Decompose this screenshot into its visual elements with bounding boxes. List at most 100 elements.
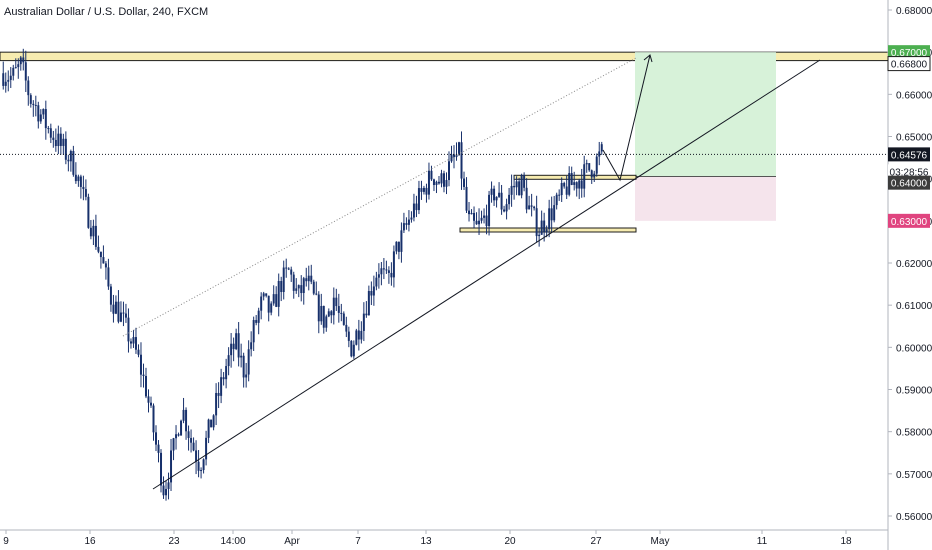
candle-body bbox=[463, 178, 466, 187]
candle-body bbox=[382, 268, 385, 270]
candle-body bbox=[372, 286, 375, 296]
candle-body bbox=[300, 285, 303, 294]
candle-body bbox=[62, 138, 65, 146]
candle-body bbox=[44, 109, 47, 129]
candle-body bbox=[102, 257, 105, 264]
candle-body bbox=[533, 206, 536, 209]
candle-body bbox=[367, 291, 370, 316]
stop-price-badge: 0.63000 bbox=[891, 217, 928, 228]
x-tick-label: 20 bbox=[504, 536, 516, 547]
candle-body bbox=[190, 437, 193, 443]
y-tick-label: 0.60000 bbox=[896, 343, 932, 354]
candle-body bbox=[480, 217, 483, 221]
candle-body bbox=[200, 470, 203, 472]
candle-body bbox=[152, 405, 155, 433]
candle-body bbox=[478, 220, 481, 225]
candle-body bbox=[442, 173, 445, 187]
candle-body bbox=[222, 377, 225, 380]
candle-body bbox=[585, 163, 588, 165]
y-tick-label: 0.68000 bbox=[896, 6, 932, 17]
candle-body bbox=[122, 312, 125, 314]
candle-body bbox=[573, 182, 576, 185]
candle-body bbox=[543, 220, 546, 233]
candle-body bbox=[72, 151, 75, 175]
candle-body bbox=[415, 203, 418, 211]
candle-body bbox=[405, 223, 408, 225]
projection-arrow bbox=[602, 54, 651, 182]
candle-body bbox=[593, 173, 596, 178]
candle-body bbox=[97, 246, 100, 252]
candle-body bbox=[114, 301, 117, 314]
y-tick-label: 0.62000 bbox=[896, 259, 932, 270]
candle-body bbox=[575, 182, 578, 189]
candle-body bbox=[245, 374, 248, 378]
arrow-head bbox=[643, 54, 653, 63]
candle-body bbox=[490, 188, 493, 195]
candle-body bbox=[27, 80, 30, 96]
candle-body bbox=[422, 187, 425, 192]
candle-body bbox=[352, 344, 355, 357]
candle-body bbox=[84, 189, 87, 197]
candle-body bbox=[220, 377, 223, 396]
candle-body bbox=[149, 402, 152, 406]
candle-body bbox=[280, 281, 283, 293]
candle-body bbox=[528, 205, 531, 210]
candle-body bbox=[425, 187, 428, 195]
candle-body bbox=[172, 438, 175, 451]
candle-body bbox=[437, 181, 440, 184]
channel-line bbox=[122, 57, 637, 337]
candle-body bbox=[387, 270, 390, 273]
profit-zone bbox=[635, 52, 776, 177]
candle-body bbox=[162, 485, 165, 496]
candle-body bbox=[32, 103, 35, 105]
candle-body bbox=[210, 419, 213, 428]
x-tick-label: 11 bbox=[757, 536, 768, 547]
candle-body bbox=[370, 291, 373, 296]
candle-body bbox=[4, 81, 7, 86]
candle-body bbox=[440, 173, 443, 184]
candle-body bbox=[580, 180, 583, 189]
candle-body bbox=[277, 281, 280, 307]
candle-body bbox=[155, 432, 158, 445]
candle-body bbox=[360, 330, 363, 340]
candle-body bbox=[207, 419, 210, 438]
candle-body bbox=[468, 210, 471, 215]
candle-body bbox=[17, 64, 20, 68]
support-zone-lower bbox=[459, 227, 637, 233]
candle-body bbox=[570, 173, 573, 185]
candle-body bbox=[420, 188, 423, 192]
candle-body bbox=[42, 109, 45, 115]
candle-body bbox=[242, 355, 245, 378]
candle-body bbox=[267, 295, 270, 313]
candle-body bbox=[600, 144, 603, 152]
candle-body bbox=[578, 180, 581, 189]
candle-body bbox=[139, 354, 142, 375]
candle-body bbox=[327, 311, 330, 317]
candle-body bbox=[510, 185, 513, 195]
candle-body bbox=[445, 180, 448, 187]
candle-body bbox=[292, 274, 295, 291]
candle-body bbox=[377, 274, 380, 278]
last-price-badge: 0.64576 bbox=[891, 150, 928, 161]
candle-body bbox=[588, 163, 591, 171]
candle-body bbox=[508, 194, 511, 205]
y-tick-label: 0.58000 bbox=[896, 428, 932, 439]
candle-body bbox=[260, 296, 263, 311]
candle-body bbox=[302, 278, 305, 294]
candle-body bbox=[322, 305, 325, 328]
candle-body bbox=[340, 312, 343, 314]
candle-body bbox=[555, 194, 558, 206]
candle-body bbox=[495, 196, 498, 201]
candle-body bbox=[297, 285, 300, 289]
y-tick-label: 0.65000 bbox=[896, 133, 932, 144]
last-price-badge-bg bbox=[888, 147, 930, 162]
candle-body bbox=[160, 452, 163, 486]
candle-body bbox=[385, 269, 388, 271]
candle-body bbox=[332, 297, 335, 316]
candle-body bbox=[563, 183, 566, 187]
x-tick-label: 23 bbox=[168, 536, 180, 547]
candle-body bbox=[87, 196, 90, 228]
y-tick-label: 0.61000 bbox=[896, 301, 932, 312]
candle-body bbox=[185, 409, 188, 432]
